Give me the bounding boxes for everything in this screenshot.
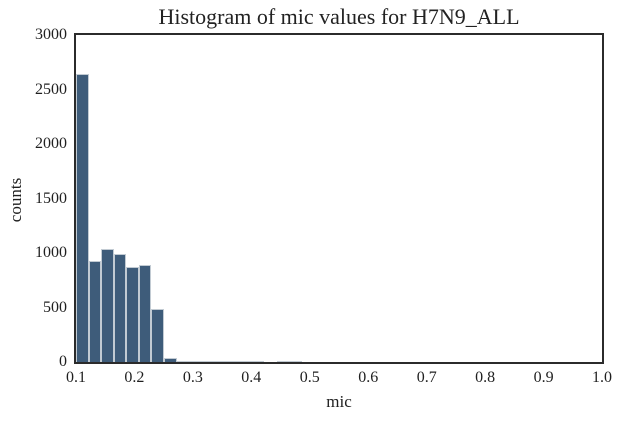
histogram-bar: [101, 248, 114, 362]
histogram-bar: [251, 361, 265, 362]
histogram-bar: [239, 361, 252, 362]
histogram-bar: [88, 261, 102, 362]
y-tick-label: 0: [59, 353, 67, 370]
bars-layer: [76, 35, 602, 362]
histogram-bar: [226, 361, 240, 362]
x-axis-label: mic: [326, 392, 352, 411]
x-tick-label: 0.8: [475, 369, 496, 386]
histogram-bar: [113, 254, 127, 362]
plot-area: [74, 33, 604, 364]
x-tick-label: 1.0: [592, 369, 612, 386]
x-tick-label: 0.1: [66, 369, 86, 386]
x-tick-label: 0.2: [124, 369, 145, 386]
chart-title: Histogram of mic values for H7N9_ALL: [158, 4, 520, 29]
histogram-bar: [289, 361, 303, 362]
histogram-bar: [201, 361, 215, 362]
histogram-bar: [163, 358, 177, 362]
y-tick-label: 500: [43, 298, 67, 316]
y-tick-label: 2000: [35, 135, 67, 152]
histogram-bar: [151, 308, 164, 362]
histogram-bar: [126, 266, 139, 362]
y-tick-label: 1500: [35, 189, 67, 207]
x-tick-label: 0.4: [241, 369, 262, 386]
histogram-bar: [214, 361, 227, 362]
x-tick-label: 0.5: [299, 369, 320, 386]
x-tick-label: 0.7: [416, 369, 437, 386]
histogram-bar: [189, 361, 202, 362]
x-tick-label: 0.6: [358, 369, 379, 386]
histogram-bar: [138, 265, 152, 362]
x-tick-label: 0.3: [182, 369, 203, 386]
histogram-bar: [76, 74, 89, 362]
y-tick-label: 1000: [35, 244, 67, 261]
y-tick-label: 2500: [35, 80, 67, 98]
histogram-bar: [277, 361, 290, 362]
histogram-bar: [176, 361, 190, 362]
y-tick-label: 3000: [35, 26, 67, 43]
x-tick-label: 0.9: [533, 369, 554, 386]
y-axis-label: counts: [6, 177, 25, 223]
